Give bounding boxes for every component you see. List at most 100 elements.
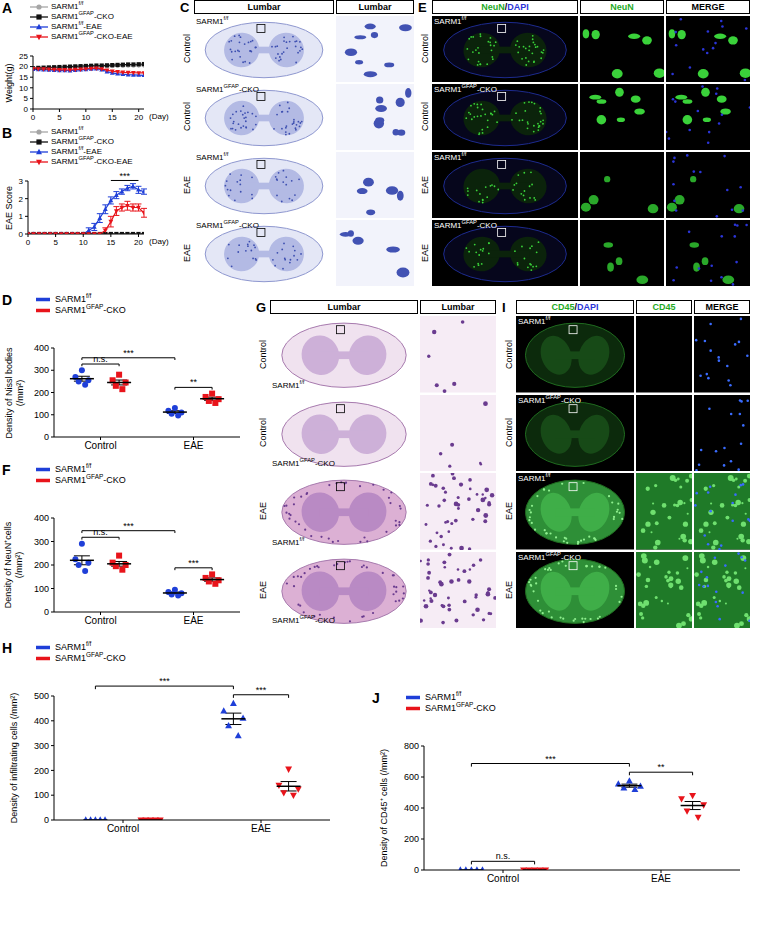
- html-text:SARM1f/f-EAE: SARM1f/f-EAE: [51, 20, 102, 31]
- svg-text:***: ***: [545, 754, 556, 764]
- html-text:SARM1f/f: SARM1f/f: [434, 15, 467, 26]
- svg-text:0: 0: [19, 230, 24, 239]
- svg-text:3: 3: [19, 177, 24, 186]
- html-text:SARM1GFAP-CKO: SARM1GFAP-CKO: [55, 473, 126, 485]
- html-text:SARM1GFAP-CKO: SARM1GFAP-CKO: [196, 83, 259, 94]
- svg-text:20: 20: [19, 62, 28, 71]
- html-text:SARM1GFAP-CKO: SARM1GFAP-CKO: [518, 550, 581, 562]
- svg-text:0: 0: [31, 113, 36, 122]
- html-text:D: D: [2, 292, 13, 308]
- svg-text:Control: Control: [84, 440, 116, 451]
- svg-text:***: ***: [159, 676, 170, 686]
- svg-text:5: 5: [53, 238, 58, 247]
- html-text:SARM1f/f-EAE: SARM1f/f-EAE: [51, 145, 102, 156]
- svg-text:15: 15: [106, 238, 115, 247]
- html-text:B: B: [2, 125, 13, 141]
- svg-text:400: 400: [404, 803, 419, 813]
- svg-text:20: 20: [134, 238, 143, 247]
- html-text:SARM1GFAP-CKO: SARM1GFAP-CKO: [518, 393, 581, 405]
- svg-text:2: 2: [19, 195, 24, 204]
- svg-text:100: 100: [34, 790, 49, 800]
- html-text:Density of CD45⁺ cells (/mm²): Density of CD45⁺ cells (/mm²): [378, 749, 389, 867]
- svg-text:200: 200: [34, 560, 49, 570]
- svg-text:0: 0: [414, 865, 419, 875]
- svg-text:400: 400: [34, 716, 49, 726]
- svg-text:0: 0: [26, 238, 31, 247]
- svg-text:0: 0: [44, 432, 49, 442]
- svg-text:200: 200: [404, 834, 419, 844]
- svg-text:5: 5: [24, 94, 29, 103]
- html-text:SARM1GFAP-CKO: SARM1GFAP-CKO: [55, 651, 126, 663]
- svg-text:100: 100: [34, 584, 49, 594]
- svg-text:400: 400: [34, 513, 49, 523]
- svg-text:500: 500: [34, 691, 49, 701]
- svg-text:n.s.: n.s.: [93, 354, 108, 364]
- svg-text:0: 0: [44, 607, 49, 617]
- svg-text:n.s.: n.s.: [93, 527, 108, 537]
- html-text:SARM1f/f: SARM1f/f: [272, 535, 305, 547]
- svg-text:Control: Control: [487, 873, 519, 884]
- svg-text:Control: Control: [84, 615, 116, 626]
- svg-text:0: 0: [44, 815, 49, 825]
- html-text:EAE Score: EAE Score: [2, 185, 13, 230]
- html-text:SARM1f/f: SARM1f/f: [51, 0, 84, 11]
- svg-text:***: ***: [256, 685, 267, 695]
- svg-text:15: 15: [19, 73, 28, 82]
- svg-text:20: 20: [134, 113, 143, 122]
- svg-text:300: 300: [34, 537, 49, 547]
- html-text:SARM1GFAP-CKO: SARM1GFAP-CKO: [425, 701, 496, 713]
- html-text:SARM1GFAP-CKO: SARM1GFAP-CKO: [434, 83, 497, 94]
- svg-text:0: 0: [24, 105, 29, 114]
- svg-text:**: **: [190, 377, 198, 387]
- svg-text:800: 800: [404, 741, 419, 751]
- html-text:A: A: [2, 0, 13, 16]
- svg-text:EAE: EAE: [251, 823, 271, 834]
- svg-text:200: 200: [34, 766, 49, 776]
- html-text:SARM1f/f: SARM1f/f: [434, 151, 467, 162]
- html-text:SARM1GFAP-CKO: SARM1GFAP-CKO: [55, 303, 126, 315]
- html-text:SARM1GFAP-CKO-EAE: SARM1GFAP-CKO-EAE: [51, 30, 133, 41]
- svg-text:n.s.: n.s.: [496, 851, 511, 861]
- svg-text:Control: Control: [107, 823, 139, 834]
- html-text:SARM1f/f: SARM1f/f: [196, 151, 229, 162]
- html-text:SARM1f/f: SARM1f/f: [51, 125, 84, 136]
- html-text:SARM1GFAP-CKO-EAE: SARM1GFAP-CKO-EAE: [51, 155, 133, 166]
- html-text:SARM1f/f: SARM1f/f: [196, 15, 229, 26]
- html-text:Density of Nissl bodies (/mm²): Density of Nissl bodies (/mm²): [3, 347, 24, 438]
- svg-text:***: ***: [123, 521, 134, 531]
- html-text:SARM1f/f: SARM1f/f: [55, 462, 92, 474]
- svg-text:***: ***: [188, 558, 199, 568]
- svg-text:10: 10: [19, 84, 28, 93]
- svg-text:10: 10: [81, 113, 90, 122]
- svg-text:15: 15: [108, 113, 117, 122]
- svg-text:200: 200: [34, 388, 49, 398]
- svg-text:EAE: EAE: [183, 615, 203, 626]
- html-text:SARM1GFAP-CKO: SARM1GFAP-CKO: [196, 219, 259, 230]
- svg-text:(Day): (Day): [149, 237, 169, 246]
- svg-text:**: **: [657, 762, 665, 772]
- svg-text:5: 5: [57, 113, 62, 122]
- svg-text:10: 10: [79, 238, 88, 247]
- svg-text:300: 300: [34, 741, 49, 751]
- svg-text:1: 1: [19, 212, 24, 221]
- html-text:SARM1f/f: SARM1f/f: [272, 378, 305, 390]
- svg-text:25: 25: [19, 52, 28, 61]
- html-text:SARM1f/f: SARM1f/f: [55, 292, 92, 304]
- svg-text:EAE: EAE: [651, 873, 671, 884]
- html-text:SARM1GFAP-CKO: SARM1GFAP-CKO: [51, 10, 114, 21]
- svg-text:100: 100: [34, 410, 49, 420]
- svg-text:600: 600: [404, 772, 419, 782]
- svg-text:***: ***: [123, 348, 134, 358]
- html-text:Weight(g): Weight(g): [2, 63, 13, 102]
- html-text:Density of NeuN⁺cells (/mm²): Density of NeuN⁺cells (/mm²): [3, 521, 24, 609]
- html-text:H: H: [2, 640, 13, 656]
- html-text:SARM1f/f: SARM1f/f: [425, 690, 462, 702]
- html-text:SARM1f/f: SARM1f/f: [55, 640, 92, 652]
- svg-text:EAE: EAE: [183, 440, 203, 451]
- svg-text:300: 300: [34, 365, 49, 375]
- html-text:SARM1GFAP-CKO: SARM1GFAP-CKO: [51, 135, 114, 146]
- svg-text:***: ***: [119, 171, 130, 181]
- svg-text:400: 400: [34, 343, 49, 353]
- html-text:Density of infiltrating cells: Density of infiltrating cells (/mm²): [8, 692, 19, 824]
- svg-text:(Day): (Day): [149, 112, 169, 121]
